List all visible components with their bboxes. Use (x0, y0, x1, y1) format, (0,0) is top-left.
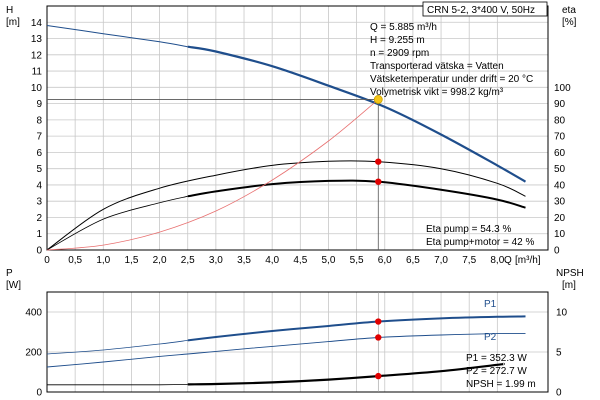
p2-marker (375, 334, 382, 341)
x-tick-label: 6,0 (378, 255, 392, 266)
h-tick-label: 4 (36, 180, 42, 191)
x-tick-label: 7,5 (462, 255, 476, 266)
upper-left-axis-unit: [m] (6, 17, 20, 28)
eta-tick-label: 30 (554, 197, 566, 208)
upper-plot-frame (46, 5, 549, 251)
npsh-tick-label: 5 (556, 348, 562, 359)
x-tick-label: 4,0 (265, 255, 279, 266)
h-tick-label: 0 (36, 246, 42, 257)
x-tick-label: 3,5 (237, 255, 251, 266)
product-label-box (422, 1, 548, 17)
head-curve (187, 45, 527, 183)
p2-curve (46, 332, 526, 368)
info-q: Q = 5.885 m³/h (370, 22, 437, 33)
duty-point-marker (373, 95, 383, 104)
h-tick-label: 1 (36, 229, 42, 240)
upper-grid (46, 5, 549, 251)
x-tick-label: 1,5 (124, 255, 138, 266)
system-curve (46, 99, 379, 251)
h-tick-label: 12 (31, 50, 43, 61)
product-label: CRN 5-2, 3*400 V, 50Hz (427, 5, 535, 16)
eta-tick-label: 40 (554, 180, 566, 191)
eta-pump-motor-marker (375, 178, 382, 185)
x-tick-label: 2,0 (153, 255, 167, 266)
x-tick-label: 3,0 (209, 255, 223, 266)
eta-pump-motor-label: Eta pump+motor = 42 % (426, 237, 535, 248)
x-axis-unit: [m³/h] (515, 255, 541, 266)
x-axis-label: Q (504, 255, 512, 266)
h-tick-label: 8 (36, 115, 42, 126)
x-tick-label: 5,5 (350, 255, 364, 266)
p-tick-label: 200 (25, 348, 42, 359)
p1-marker (375, 318, 382, 325)
eta-tick-label: 10 (554, 229, 566, 240)
h-tick-label: 9 (36, 99, 42, 110)
lower-right-axis-unit: [m] (562, 280, 576, 291)
eta-pump-marker (375, 158, 382, 165)
p1-curve (187, 315, 526, 342)
p2-value: P2 = 272.7 W (466, 366, 527, 377)
h-tick-label: 2 (36, 213, 42, 224)
h-tick-label: 11 (32, 67, 43, 78)
eta-pump-motor-curve-thin (46, 195, 188, 251)
x-tick-label: 0 (44, 255, 50, 266)
p1-curve-label: P1 (484, 299, 497, 310)
info-n: n = 2909 rpm (370, 48, 429, 59)
x-tick-label: 0,5 (68, 255, 82, 266)
x-tick-label: 4,5 (293, 255, 307, 266)
info-fluid: Transporterad vätska = Vatten (370, 61, 504, 72)
x-tick-label: 6,5 (406, 255, 420, 266)
p1-value: P1 = 352.3 W (466, 353, 527, 364)
eta-tick-label: 20 (554, 213, 566, 224)
npsh-tick-label: 0 (556, 388, 562, 399)
h-tick-label: 5 (36, 164, 42, 175)
upper-left-axis-label: H (6, 5, 13, 16)
lower-right-axis-label: NPSH (556, 268, 584, 279)
npsh-curve (187, 362, 505, 386)
info-h: H = 9.255 m (370, 35, 425, 46)
head-curve-thin (46, 25, 188, 48)
lower-plot-frame (46, 291, 549, 393)
upper-right-axis-unit: [%] (562, 17, 577, 28)
h-tick-label: 14 (31, 18, 43, 29)
eta-tick-label: 90 (554, 99, 566, 110)
x-tick-label: 8,0 (490, 255, 504, 266)
p1-curve-thin (46, 340, 188, 355)
lower-left-axis-label: P (6, 268, 13, 279)
eta-tick-label: 100 (554, 83, 571, 94)
eta-tick-label: 0 (554, 246, 560, 257)
eta-tick-label: 70 (554, 132, 566, 143)
p-tick-label: 400 (25, 308, 42, 319)
eta-tick-label: 50 (554, 164, 566, 175)
npsh-value: NPSH = 1.99 m (466, 379, 536, 390)
npsh-tick-label: 10 (556, 308, 568, 319)
eta-tick-label: 60 (554, 148, 566, 159)
h-tick-label: 3 (36, 197, 42, 208)
tick-labels: 0 0,5 1,0 1,5 2,0 2,5 3,0 3,5 4,0 4,5 5,0 5,5 6,0 6,5… (25, 18, 571, 399)
eta-pump-motor-curve (187, 179, 526, 209)
x-tick-label: 1,0 (96, 255, 110, 266)
x-tick-label: 2,5 (181, 255, 195, 266)
lower-grid (46, 291, 549, 393)
p2-curve-label: P2 (484, 332, 497, 343)
info-density: Volymetrisk vikt = 998.2 kg/m³ (370, 87, 504, 98)
eta-pump-label: Eta pump = 54.3 % (426, 224, 511, 235)
upper-series (46, 25, 527, 251)
h-tick-label: 7 (36, 132, 42, 143)
npsh-marker (375, 372, 382, 380)
h-tick-label: 10 (31, 83, 43, 94)
eta-tick-label: 80 (554, 115, 566, 126)
p-tick-label: 0 (36, 388, 42, 399)
info-temperature: Vätsketemperatur under drift = 20 °C (370, 74, 533, 85)
x-tick-label: 5,0 (322, 255, 336, 266)
lower-series (46, 292, 526, 392)
h-tick-label: 6 (36, 148, 42, 159)
eta-pump-curve (46, 160, 526, 251)
upper-right-axis-label: eta (562, 5, 576, 16)
x-tick-label: 7,0 (434, 255, 448, 266)
h-tick-label: 13 (31, 34, 43, 45)
lower-left-axis-unit: [W] (6, 280, 21, 291)
